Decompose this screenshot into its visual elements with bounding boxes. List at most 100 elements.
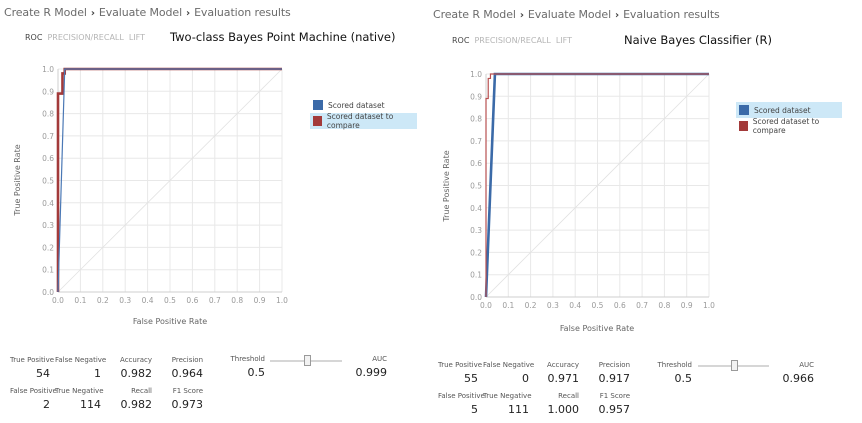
metric-f1-score: F1 Score 0.973 xyxy=(160,387,204,411)
metric-recall: Recall 0.982 xyxy=(110,387,153,411)
tab-precision-recall[interactable]: PRECISION/RECALL xyxy=(474,36,551,45)
x-tick-label: 0.9 xyxy=(254,296,266,305)
metric-value: 1 xyxy=(94,367,101,380)
breadcrumb-item[interactable]: Create R Model xyxy=(4,6,87,19)
tab-precision-recall[interactable]: PRECISION/RECALL xyxy=(47,33,124,42)
legend-swatch xyxy=(313,116,322,126)
chevron-right-icon: › xyxy=(186,8,191,19)
model-title: Two-class Bayes Point Machine (native) xyxy=(170,30,396,44)
metric-label: True Positive xyxy=(438,361,483,369)
x-tick-label: 0.1 xyxy=(74,296,86,305)
y-tick-label: 0.9 xyxy=(470,92,482,101)
y-axis-label: True Positive Rate xyxy=(442,150,451,222)
x-tick-label: 1.0 xyxy=(276,296,288,305)
threshold-slider[interactable] xyxy=(698,360,769,371)
legend-label: Scored dataset to compare xyxy=(326,112,394,130)
legend-item-scored-dataset[interactable]: Scored dataset xyxy=(310,97,417,113)
y-tick-label: 0.4 xyxy=(42,199,54,208)
y-tick-label: 0.2 xyxy=(470,248,482,257)
metric-accuracy: Accuracy 0.982 xyxy=(110,356,152,380)
metric-label: True Negative xyxy=(483,392,532,400)
legend-item-scored-dataset[interactable]: Scored dataset xyxy=(736,102,842,118)
x-tick-label: 0.8 xyxy=(658,301,670,310)
x-tick-label: 0.7 xyxy=(209,296,221,305)
roc-curve xyxy=(57,68,282,293)
chart-tabs: ROC PRECISION/RECALL LIFT xyxy=(452,36,577,45)
x-tick-label: 0.7 xyxy=(636,301,648,310)
y-tick-label: 0.6 xyxy=(470,159,482,168)
breadcrumb-item[interactable]: Evaluate Model xyxy=(98,6,183,19)
metric-value: 2 xyxy=(43,398,50,411)
threshold-value: 0.5 xyxy=(674,372,693,385)
legend-label: Scored dataset xyxy=(328,100,385,110)
metric-value: 0.917 xyxy=(598,372,631,385)
tab-lift[interactable]: LIFT xyxy=(128,33,146,42)
x-tick-label: 0.0 xyxy=(480,301,492,310)
metric-accuracy: Accuracy 0.971 xyxy=(537,361,579,385)
chart-legend: Scored dataset Scored dataset to compare xyxy=(310,97,417,130)
roc-chart: 0.0 0.1 0.2 0.3 0.4 0.5 0.6 0.7 0.8 0.9 1.0 0.0 0.1 0… xyxy=(13,65,288,326)
metric-label: AUC xyxy=(372,355,387,363)
tab-roc[interactable]: ROC xyxy=(25,33,43,42)
x-tick-label: 0.5 xyxy=(592,301,604,310)
x-tick-label: 0.6 xyxy=(614,301,626,310)
evaluation-panel-right: Create R Model › Evaluate Model › Evaluation… xyxy=(430,0,862,423)
legend-item-scored-dataset-to-compare[interactable]: Scored dataset to compare xyxy=(310,112,417,130)
metric-f1-score: F1 Score 0.957 xyxy=(587,392,631,416)
chevron-right-icon: › xyxy=(615,10,620,21)
threshold-slider-thumb[interactable] xyxy=(304,355,311,366)
metric-value: 0.999 xyxy=(355,366,388,379)
metric-true-positive: True Positive 55 xyxy=(438,361,483,385)
threshold-slider[interactable] xyxy=(270,355,342,366)
threshold-slider-thumb[interactable] xyxy=(731,360,738,371)
y-tick-label: 0.8 xyxy=(42,110,54,119)
metric-label: True Positive xyxy=(10,356,55,364)
x-tick-label: 0.2 xyxy=(525,301,537,310)
metric-recall: Recall 1.000 xyxy=(537,392,580,416)
metric-value: 0.973 xyxy=(171,398,204,411)
tab-roc[interactable]: ROC xyxy=(452,36,470,45)
metric-label: Accuracy xyxy=(120,356,152,364)
metric-label: Recall xyxy=(558,392,579,400)
breadcrumb-item[interactable]: Create R Model xyxy=(433,8,516,21)
metric-value: 0.982 xyxy=(120,398,153,411)
legend-item-scored-dataset-to-compare[interactable]: Scored dataset to compare xyxy=(736,117,842,135)
metric-threshold: Threshold 0.5 xyxy=(652,361,693,385)
y-tick-label: 0.5 xyxy=(470,182,482,191)
metric-auc: AUC 0.966 xyxy=(772,361,815,385)
x-tick-label: 1.0 xyxy=(703,301,715,310)
metric-false-negative: False Negative 0 xyxy=(483,361,535,385)
y-tick-label: 0.4 xyxy=(470,204,482,213)
x-axis-label: False Positive Rate xyxy=(560,324,634,333)
model-title: Naive Bayes Classifier (R) xyxy=(624,33,772,47)
breadcrumb-item: Evaluation results xyxy=(623,8,720,21)
legend-swatch xyxy=(739,121,748,131)
metric-label: False Negative xyxy=(55,356,107,364)
y-tick-label: 0.9 xyxy=(42,87,54,96)
x-tick-label: 0.6 xyxy=(186,296,198,305)
metric-label: F1 Score xyxy=(172,387,203,395)
y-axis-label: True Positive Rate xyxy=(13,144,22,216)
tab-lift[interactable]: LIFT xyxy=(555,36,573,45)
chevron-right-icon: › xyxy=(90,8,95,19)
y-tick-label: 0.1 xyxy=(470,271,482,280)
metric-value: 54 xyxy=(36,367,50,380)
legend-label: Scored dataset xyxy=(754,105,811,115)
y-tick-label: 0.7 xyxy=(470,137,482,146)
breadcrumb: Create R Model › Evaluate Model › Evaluation… xyxy=(4,6,291,19)
metric-label: Precision xyxy=(598,361,630,369)
diagonal-reference-line xyxy=(57,68,283,293)
x-tick-label: 0.4 xyxy=(569,301,581,310)
legend-swatch xyxy=(313,100,323,110)
metric-value: 0 xyxy=(522,372,529,385)
chart-tabs: ROC PRECISION/RECALL LIFT xyxy=(25,33,150,42)
metric-true-negative: True Negative 114 xyxy=(55,387,104,411)
metric-label: Threshold xyxy=(657,361,693,369)
y-tick-label: 0.3 xyxy=(42,221,54,230)
x-tick-label: 0.9 xyxy=(681,301,693,310)
y-tick-label: 0.1 xyxy=(42,266,54,275)
y-tick-label: 0.3 xyxy=(470,226,482,235)
metric-label: False Negative xyxy=(483,361,535,369)
breadcrumb-item[interactable]: Evaluate Model xyxy=(527,8,612,21)
y-tick-label: 0.0 xyxy=(470,293,482,302)
